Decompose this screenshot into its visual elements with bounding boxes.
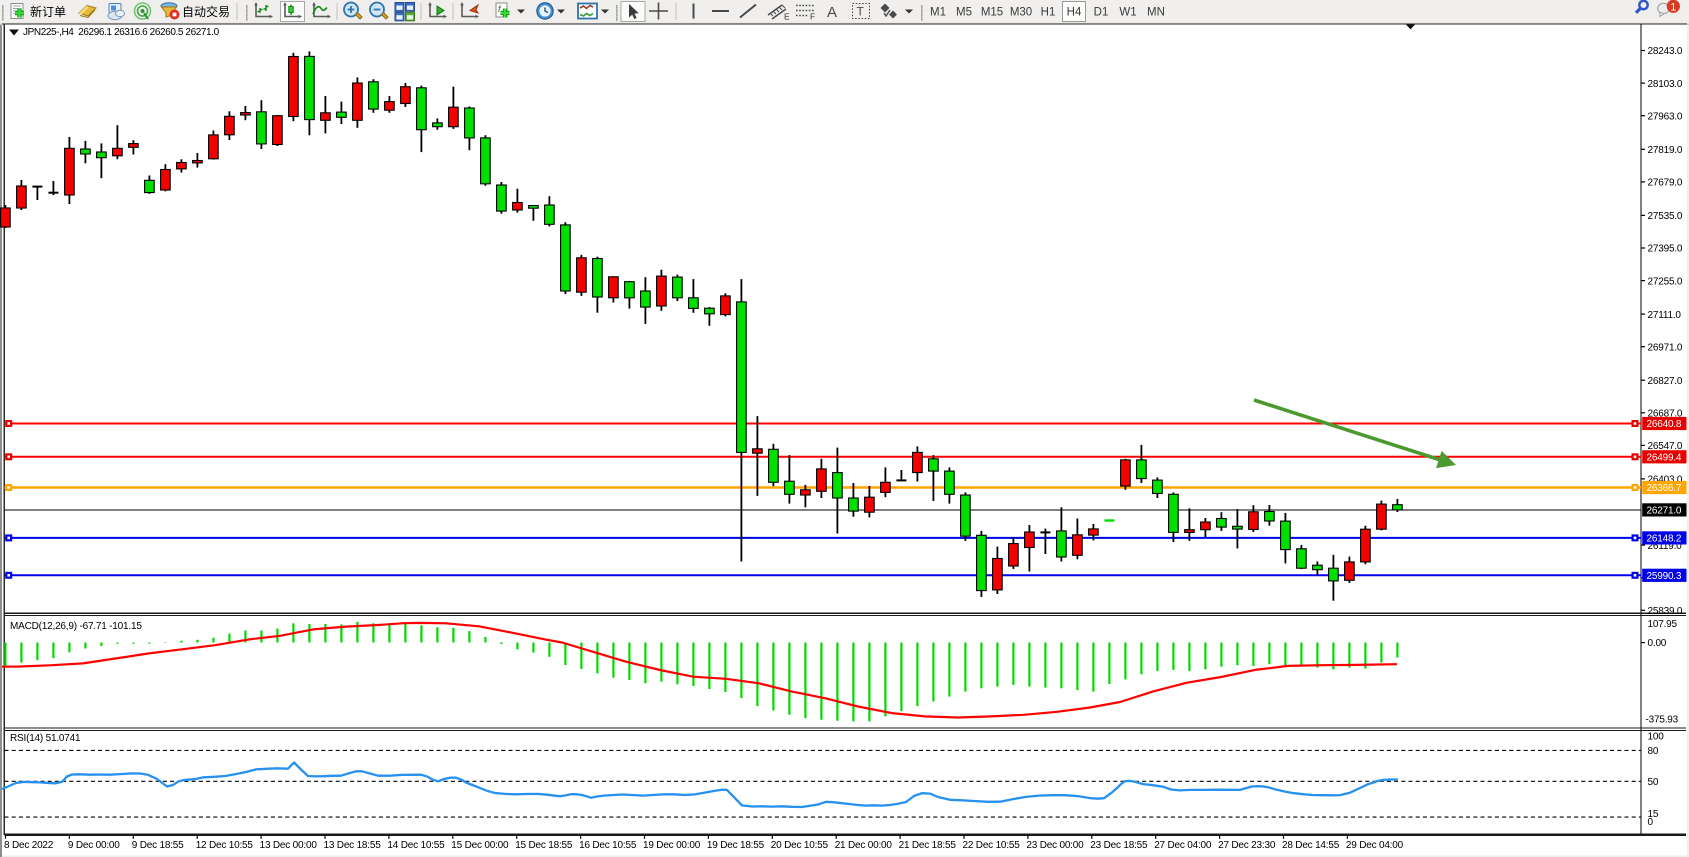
svg-text:M1: M1 [930, 7, 946, 19]
svg-text:27963.0: 27963.0 [1648, 111, 1683, 122]
svg-text:1: 1 [1670, 2, 1676, 14]
svg-text:28103.0: 28103.0 [1648, 79, 1683, 90]
svg-text:21 Dec 00:00: 21 Dec 00:00 [835, 840, 893, 851]
svg-text:26971.0: 26971.0 [1648, 342, 1683, 353]
svg-text:80: 80 [1648, 746, 1659, 757]
svg-text:M30: M30 [1010, 7, 1032, 19]
svg-text:26827.0: 26827.0 [1648, 376, 1683, 387]
svg-text:28 Dec 14:55: 28 Dec 14:55 [1282, 840, 1340, 851]
svg-text:13 Dec 00:00: 13 Dec 00:00 [260, 840, 318, 851]
svg-text:25839.0: 25839.0 [1648, 606, 1683, 617]
svg-text:W1: W1 [1119, 7, 1136, 19]
svg-text:12 Dec 10:55: 12 Dec 10:55 [196, 840, 254, 851]
svg-text:0: 0 [1648, 817, 1654, 828]
svg-text:23 Dec 18:55: 23 Dec 18:55 [1090, 840, 1148, 851]
svg-text:23 Dec 00:00: 23 Dec 00:00 [1026, 840, 1084, 851]
svg-text:19 Dec 00:00: 19 Dec 00:00 [643, 840, 701, 851]
svg-text:27819.0: 27819.0 [1648, 145, 1683, 156]
svg-text:H1: H1 [1041, 7, 1056, 19]
svg-text:27395.0: 27395.0 [1648, 244, 1683, 255]
svg-text:50: 50 [1648, 777, 1659, 788]
svg-text:20 Dec 10:55: 20 Dec 10:55 [771, 840, 829, 851]
svg-text:新订单: 新订单 [30, 4, 66, 19]
svg-text:MACD(12,26,9) -67.71 -101.15: MACD(12,26,9) -67.71 -101.15 [10, 621, 142, 632]
svg-text:26271.0: 26271.0 [1647, 506, 1682, 517]
svg-text:H4: H4 [1067, 7, 1082, 19]
svg-text:自动交易: 自动交易 [182, 4, 230, 19]
svg-text:T: T [857, 5, 865, 19]
svg-text:29 Dec 04:00: 29 Dec 04:00 [1346, 840, 1404, 851]
svg-text:26148.2: 26148.2 [1647, 534, 1682, 545]
svg-text:28243.0: 28243.0 [1648, 46, 1683, 57]
svg-text:8 Dec 2022: 8 Dec 2022 [4, 840, 54, 851]
svg-text:26499.4: 26499.4 [1647, 453, 1682, 464]
svg-text:13 Dec 18:55: 13 Dec 18:55 [324, 840, 382, 851]
svg-text:JPN225-,H4 26296.1 26316.6 26: JPN225-,H4 26296.1 26316.6 26260.5 26271… [23, 27, 220, 38]
svg-text:M5: M5 [956, 7, 972, 19]
svg-text:100: 100 [1648, 731, 1665, 742]
svg-text:15 Dec 18:55: 15 Dec 18:55 [515, 840, 573, 851]
svg-text:15: 15 [1648, 809, 1659, 820]
svg-text:MN: MN [1147, 7, 1165, 19]
svg-text:9 Dec 00:00: 9 Dec 00:00 [68, 840, 120, 851]
svg-text:107.95: 107.95 [1648, 619, 1678, 630]
svg-text:RSI(14) 51.0741: RSI(14) 51.0741 [10, 733, 81, 744]
svg-text:F: F [810, 12, 815, 22]
svg-text:A: A [827, 4, 837, 21]
svg-text:22 Dec 10:55: 22 Dec 10:55 [963, 840, 1021, 851]
svg-text:26547.0: 26547.0 [1648, 441, 1683, 452]
svg-text:26119.0: 26119.0 [1648, 541, 1683, 552]
svg-text:E: E [784, 12, 790, 22]
svg-text:27535.0: 27535.0 [1648, 211, 1683, 222]
svg-text:27111.0: 27111.0 [1648, 310, 1682, 321]
svg-text:26687.0: 26687.0 [1648, 409, 1683, 420]
svg-text:-375.93: -375.93 [1646, 714, 1679, 725]
svg-text:D1: D1 [1094, 7, 1109, 19]
svg-text:16 Dec 10:55: 16 Dec 10:55 [579, 840, 637, 851]
svg-text:27 Dec 23:30: 27 Dec 23:30 [1218, 840, 1276, 851]
svg-text:0.00: 0.00 [1648, 638, 1667, 649]
svg-text:19 Dec 18:55: 19 Dec 18:55 [707, 840, 765, 851]
svg-text:15 Dec 00:00: 15 Dec 00:00 [451, 840, 509, 851]
svg-text:21 Dec 18:55: 21 Dec 18:55 [899, 840, 957, 851]
svg-text:26366.7: 26366.7 [1647, 483, 1682, 494]
svg-text:f: f [498, 4, 502, 14]
svg-text:27679.0: 27679.0 [1648, 178, 1683, 189]
svg-text:26403.0: 26403.0 [1648, 475, 1683, 486]
svg-text:25990.3: 25990.3 [1647, 571, 1682, 582]
svg-text:26640.8: 26640.8 [1647, 419, 1682, 430]
svg-text:27 Dec 04:00: 27 Dec 04:00 [1154, 840, 1212, 851]
svg-text:9 Dec 18:55: 9 Dec 18:55 [132, 840, 184, 851]
svg-text:M15: M15 [981, 7, 1003, 19]
svg-text:14 Dec 10:55: 14 Dec 10:55 [387, 840, 445, 851]
svg-text:27255.0: 27255.0 [1648, 276, 1683, 287]
